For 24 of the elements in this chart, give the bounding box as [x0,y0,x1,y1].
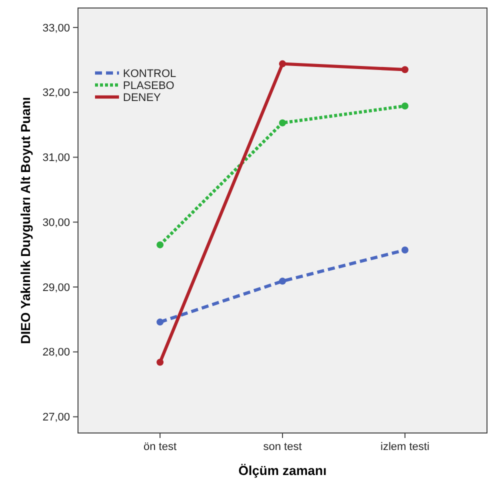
y-tick-label: 32,00 [42,87,70,100]
point [401,66,408,74]
point [279,278,286,285]
point [279,119,286,126]
x-tick-label: izlem testi [380,441,430,453]
y-tick-label: 31,00 [42,152,70,164]
legend-label: DENEY [123,92,162,104]
x-axis-title: Ölçüm zamanı [238,463,327,478]
x-tick-label: son test [263,441,302,453]
y-axis-title: DIEO Yakınlık Duyguları Alt Boyut Puanı [18,96,33,344]
point [401,246,408,254]
legend-label: PLASEBO [123,80,175,92]
y-tick-label: 27,00 [42,412,70,424]
y-tick-label: 33,00 [42,22,70,34]
point [279,60,286,68]
point [156,358,164,366]
y-tick-label: 28,00 [42,346,70,359]
point [401,102,408,110]
x-tick-label: ön test [144,441,177,453]
point [156,318,164,326]
point [156,241,164,248]
legend-label: KONTROL [123,68,176,80]
y-tick-label: 30,00 [42,216,70,229]
y-tick-label: 29,00 [42,282,70,294]
